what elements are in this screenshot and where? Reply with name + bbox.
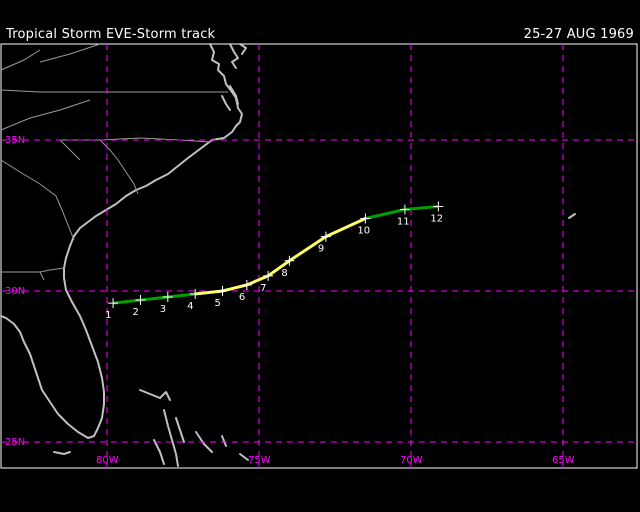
coastline — [0, 43, 576, 467]
track-segment — [222, 283, 248, 293]
track-point-marker — [399, 204, 410, 215]
track-point-label: 10 — [357, 226, 370, 237]
track-point-label: 12 — [430, 213, 443, 224]
track-point-marker — [360, 213, 371, 224]
track-point-label: 11 — [397, 216, 410, 227]
track-segment — [194, 289, 223, 296]
track-segment — [288, 235, 327, 263]
track-point-marker — [263, 270, 274, 281]
track-point-marker — [190, 289, 201, 300]
track-point-label: 5 — [215, 298, 221, 309]
track-segment — [112, 298, 141, 305]
track-point-marker — [135, 295, 146, 306]
track-point-marker — [241, 279, 252, 290]
lon-label-75w: 75W — [248, 455, 271, 466]
map-frame — [0, 43, 638, 469]
track-segment — [267, 259, 291, 278]
track-point-label: 9 — [318, 244, 324, 255]
track-point-label: 4 — [187, 301, 193, 312]
track-segment — [246, 274, 269, 287]
track-segment — [140, 295, 168, 302]
track-point-marker — [320, 231, 331, 242]
date-range: 25-27 AUG 1969 — [523, 27, 634, 42]
map-title: Tropical Storm EVE-Storm track — [6, 27, 216, 42]
track-segment — [325, 217, 367, 239]
lon-label-70w: 70W — [400, 455, 423, 466]
track-point-marker — [284, 255, 295, 266]
track-point-label: 7 — [260, 283, 266, 294]
lon-label-65w: 65W — [552, 455, 575, 466]
track-point-marker — [108, 298, 119, 309]
track-point-label: 2 — [132, 307, 138, 318]
track-segment — [365, 207, 406, 220]
lat-lon-grid — [1, 44, 637, 468]
track-point-label: 8 — [281, 268, 287, 279]
track-point-label: 6 — [239, 292, 245, 303]
track-point-label: 3 — [160, 304, 166, 315]
track-point-marker — [217, 286, 228, 296]
track-point-marker — [433, 201, 444, 212]
state-borders — [0, 43, 228, 281]
lat-label-30n: 30N — [5, 286, 25, 297]
lat-label-35n: 35N — [5, 135, 25, 146]
track-segment — [167, 292, 196, 299]
lon-label-80w: 80W — [96, 455, 119, 466]
lat-label-25n: 25N — [5, 437, 25, 448]
track-point-label: 1 — [105, 310, 111, 321]
track-point-marker — [162, 292, 173, 303]
track-segment — [404, 204, 439, 211]
